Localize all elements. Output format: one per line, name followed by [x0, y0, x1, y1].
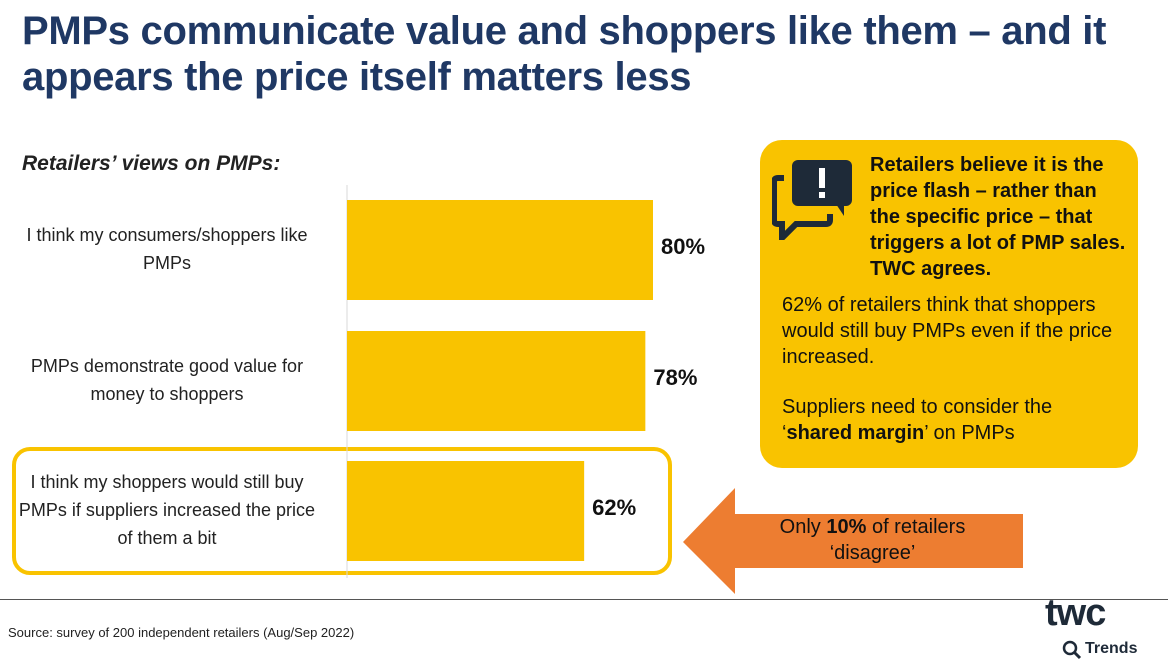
bar	[347, 200, 653, 300]
category-label: I think my shoppers would still buy PMPs…	[18, 472, 316, 548]
callout-paragraph: 62% of retailers think that shoppers wou…	[782, 294, 1113, 368]
callout-emphasis: shared margin	[786, 422, 925, 444]
callout-text: ’ on PMPs	[924, 422, 1015, 444]
magnifier-icon	[1062, 640, 1082, 660]
callout-text: Suppliers need to consider the ‘	[782, 396, 1053, 444]
data-label: 80%	[661, 234, 706, 259]
insight-callout: Retailers believe it is the price flash …	[760, 140, 1138, 468]
speech-bubbles-exclamation-icon	[772, 160, 852, 240]
category-label: PMPs demonstrate good value for money to…	[30, 356, 304, 404]
page-title: PMPs communicate value and shoppers like…	[22, 9, 1107, 99]
source-note: Source: survey of 200 independent retail…	[8, 625, 355, 640]
left-arrow-icon	[683, 488, 1023, 594]
callout-body: 62% of retailers think that shoppers wou…	[782, 292, 1127, 446]
arrow-text: Only 10% of retailers ‘disagree’	[779, 516, 966, 564]
bar	[347, 461, 585, 561]
callout-heading: Retailers believe it is the price flash …	[870, 154, 1126, 280]
highlight-box	[12, 447, 672, 575]
divider	[0, 599, 1168, 600]
bar	[347, 331, 646, 431]
data-label: 78%	[653, 365, 698, 390]
category-label: I think my consumers/shoppers like PMPs	[26, 225, 308, 273]
chart-title: Retailers’ views on PMPs:	[22, 152, 281, 175]
data-label: 62%	[592, 495, 637, 520]
twc-trends-logo: twc Trends	[1040, 592, 1160, 660]
